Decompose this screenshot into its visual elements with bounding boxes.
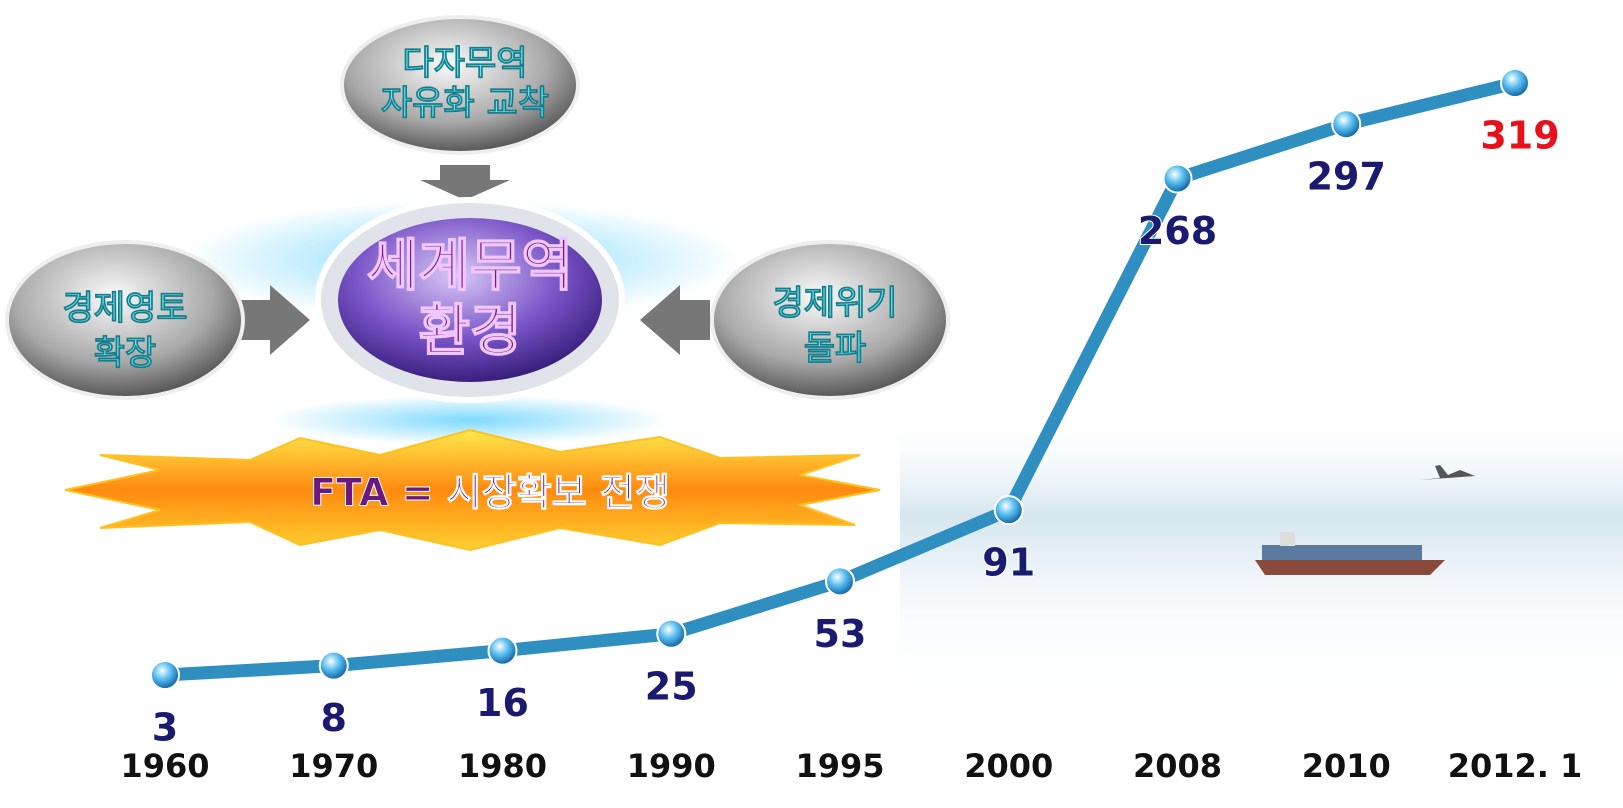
point [993, 495, 1024, 526]
bubble [338, 218, 602, 382]
point [656, 618, 687, 649]
bubble-text: 다자무역 [402, 44, 527, 84]
x-tick-label: 2010 [1302, 747, 1391, 785]
banner-burst [64, 428, 881, 552]
bubble-text: 돌파 [804, 329, 867, 369]
x-tick-label: 1980 [458, 747, 547, 785]
point [825, 566, 855, 597]
banner-text: FTA = 시장확보 전쟁 [310, 471, 670, 515]
x-tick-label: 1970 [289, 747, 378, 785]
bubble [5, 240, 245, 400]
point [150, 660, 180, 690]
x-tick-label: 2012. 1 [1448, 747, 1583, 785]
value-label: 319 [1480, 114, 1559, 158]
x-tick-label: 1990 [627, 747, 716, 785]
bubble-text: 경제영토 [62, 289, 187, 329]
point [1162, 163, 1193, 194]
x-tick-label: 1960 [120, 747, 209, 785]
value-label: 8 [321, 696, 347, 740]
diagram: 다자무역 자유화 교착 경제영토 확장 경제위기 돌파 세계무역 환경 FTA … [5, 15, 950, 552]
bubble-text: 자유화 교착 [381, 84, 549, 124]
point [318, 650, 349, 681]
value-label: 53 [814, 612, 867, 656]
bubble-text: 경제위기 [772, 284, 897, 324]
arrow [240, 285, 310, 355]
center-text: 환경 [418, 299, 521, 364]
bubble [340, 15, 580, 155]
point [1331, 109, 1362, 140]
airplane [1420, 465, 1475, 480]
value-label: 25 [645, 664, 698, 708]
value-label: 16 [476, 681, 529, 725]
value-label: 91 [982, 541, 1035, 585]
glow [270, 395, 670, 445]
arrow [640, 285, 710, 355]
value-label: 3 [152, 706, 178, 750]
value-label: 268 [1138, 209, 1217, 253]
x-tick-label: 2000 [964, 747, 1053, 785]
arrow [420, 165, 510, 200]
ship [1255, 532, 1445, 575]
point [1500, 68, 1530, 98]
x-tick-label: 2008 [1133, 747, 1222, 785]
bubble-text: 확장 [94, 334, 157, 374]
value-label: 297 [1307, 155, 1386, 199]
bubble [710, 240, 950, 400]
center-text: 세계무역 [367, 234, 573, 299]
x-tick-label: 1995 [795, 747, 884, 785]
point [487, 635, 518, 666]
